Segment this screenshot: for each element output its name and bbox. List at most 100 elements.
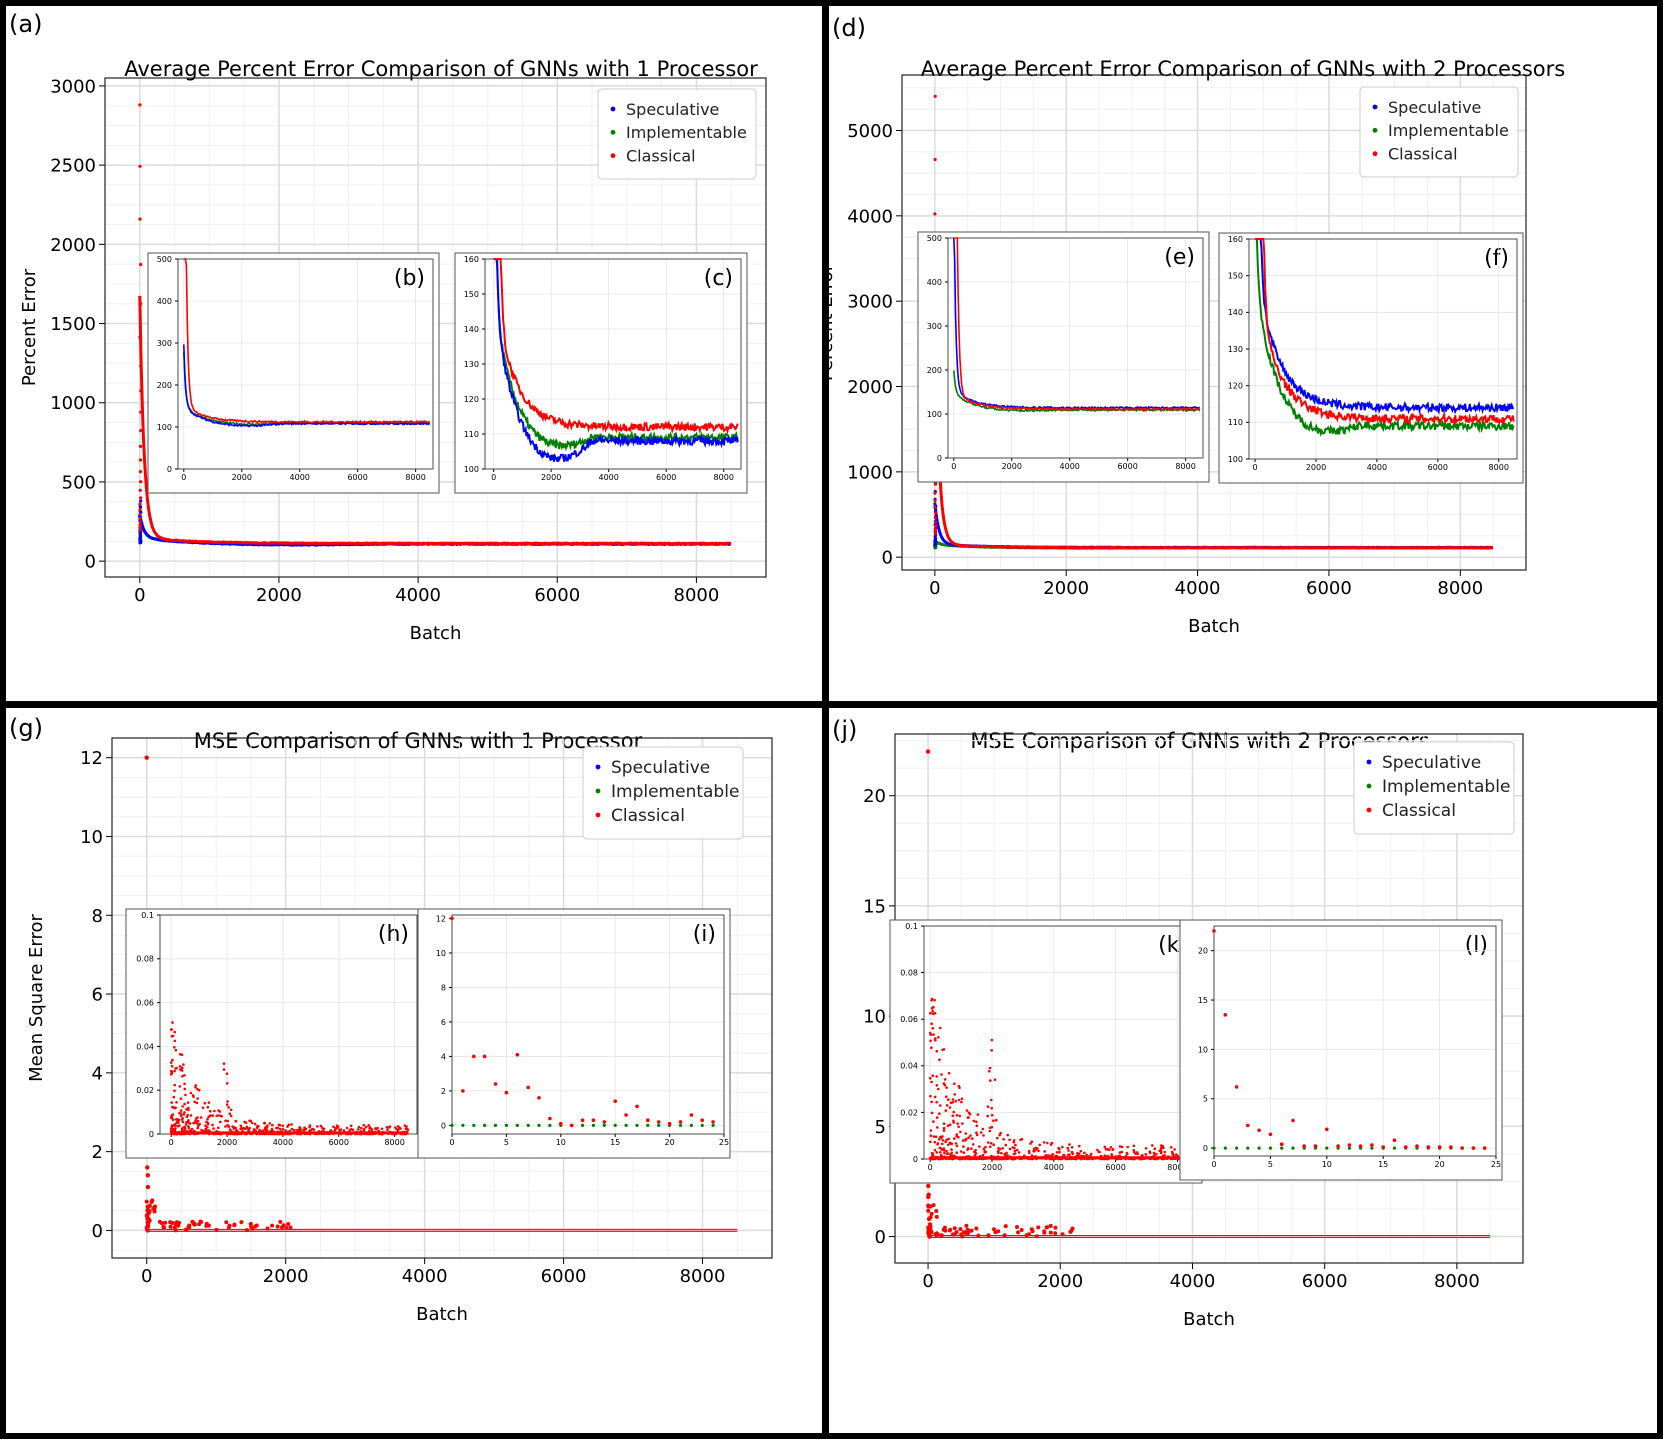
data-point [930,1111,934,1115]
x-tick-label: 0 [491,473,496,482]
data-point [926,1192,931,1197]
data-point [206,1117,209,1121]
data-point [171,1105,174,1109]
data-point [930,999,933,1002]
x-tick-label: 8000 [1175,462,1195,471]
data-point [1325,1127,1329,1132]
data-point [275,1224,280,1229]
data-point [1068,1143,1071,1146]
data-point [147,1209,152,1214]
data-point [138,541,142,545]
data-point [945,1138,948,1142]
legend-label-implementable: Implementable [1388,121,1509,140]
data-point [265,1226,270,1231]
data-point [217,1109,220,1112]
data-point [376,1126,379,1130]
data-series-line [1255,238,1515,427]
data-point [138,335,142,339]
data-point [227,1106,230,1109]
x-tick-label: 15 [610,1138,620,1147]
data-point [277,1123,281,1127]
data-point [976,1233,981,1238]
data-point [399,1127,402,1130]
data-point [986,1105,990,1108]
panel-letter-g: (g) [9,714,43,742]
data-point [1008,1138,1011,1142]
data-point [173,1228,178,1233]
data-point [548,1123,552,1127]
legend-box [597,88,757,180]
y-tick-label: 6 [92,985,103,1006]
data-point [1415,1144,1419,1148]
data-point [176,1119,180,1123]
x-tick-label: 0 [1211,1160,1216,1169]
y-tick-label: 300 [157,339,172,348]
data-point [1144,1153,1148,1156]
y-tick-label: 0.02 [900,1108,918,1117]
data-point [990,1098,993,1102]
legend-marker-speculative [1366,759,1372,765]
y-tick-label: 3000 [847,292,893,313]
data-point [204,1223,209,1228]
data-point [933,1140,937,1144]
data-point [182,1063,185,1066]
data-point [151,1206,156,1211]
data-point [1347,1146,1351,1150]
x-tick-label: 8000 [384,1138,404,1147]
data-point [1008,1147,1012,1151]
data-point [169,1061,173,1064]
x-tick-label: 6000 [329,1138,349,1147]
data-point [1067,1149,1070,1152]
data-point [1257,1146,1261,1150]
y-tick-label: 0 [441,1121,446,1130]
data-point [504,1090,509,1095]
data-point [286,1222,291,1226]
data-point [336,1126,339,1130]
data-point [195,1101,199,1105]
data-point [252,1128,256,1131]
data-point [1058,1151,1061,1154]
data-series-line [1255,238,1515,438]
data-point [138,508,142,512]
data-point [928,1077,932,1080]
y-tick-label: 0 [85,552,96,573]
y-tick-label: 12 [80,748,103,769]
data-point [993,1230,998,1235]
data-point [1015,1148,1019,1152]
data-point [139,480,143,484]
data-point [939,1151,942,1154]
data-point [1404,1145,1408,1149]
inset-letter: (i) [693,922,716,947]
data-point [228,1112,232,1115]
data-point [993,1078,997,1081]
x-tick-label: 8000 [714,473,734,482]
data-point [1002,1137,1005,1141]
inset-letter: (h) [378,922,409,947]
data-point [1169,1146,1173,1149]
y-tick-label: 500 [62,472,96,493]
x-tick-label: 2000 [232,473,252,482]
data-point [286,1125,289,1128]
data-point [226,1123,229,1127]
data-point [145,1222,150,1227]
data-point [139,389,143,393]
data-point [975,1120,978,1124]
data-point [263,1122,266,1125]
x-tick-label: 0 [951,462,956,471]
data-point [951,1098,955,1101]
data-point [281,1127,285,1131]
y-tick-label: 160 [464,255,479,264]
data-point [953,1137,956,1140]
data-point [960,1100,963,1104]
data-point [958,1114,961,1118]
data-point [624,1113,628,1117]
data-point [960,1097,964,1101]
data-point [191,1221,196,1226]
data-point [1471,1146,1476,1150]
data-point [1078,1144,1081,1148]
data-point [952,1110,955,1114]
data-point [493,1082,498,1086]
data-point [504,1123,508,1127]
data-point [138,505,143,509]
y-tick-label: 2000 [50,235,96,256]
